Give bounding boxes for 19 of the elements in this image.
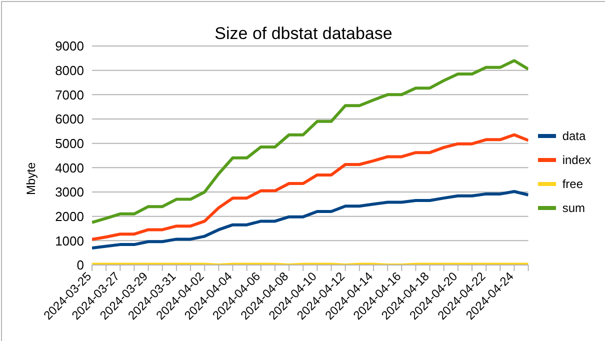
legend-label: free	[562, 176, 583, 190]
line-series	[92, 59, 528, 224]
y-tick-label: 3000	[55, 184, 84, 200]
y-axis-title: Mbyte	[24, 162, 38, 195]
legend-label: data	[562, 128, 586, 142]
legend-label: sum	[562, 200, 585, 214]
line-series	[92, 133, 528, 241]
y-tick-label: 8000	[55, 62, 84, 78]
y-tick-label: 0	[76, 258, 84, 273]
y-tick-label: 1000	[55, 233, 84, 248]
y-tick-label: 2000	[55, 208, 84, 224]
y-tick-label: 9000	[55, 38, 84, 54]
y-tick-label: 7000	[55, 87, 84, 102]
chart-title: Size of dbstat database	[214, 24, 392, 43]
y-tick-label: 5000	[55, 136, 84, 151]
y-tick-label: 6000	[55, 112, 84, 127]
line-series	[92, 190, 528, 250]
y-tick-label: 4000	[55, 160, 84, 176]
legend-label: index	[562, 152, 591, 166]
